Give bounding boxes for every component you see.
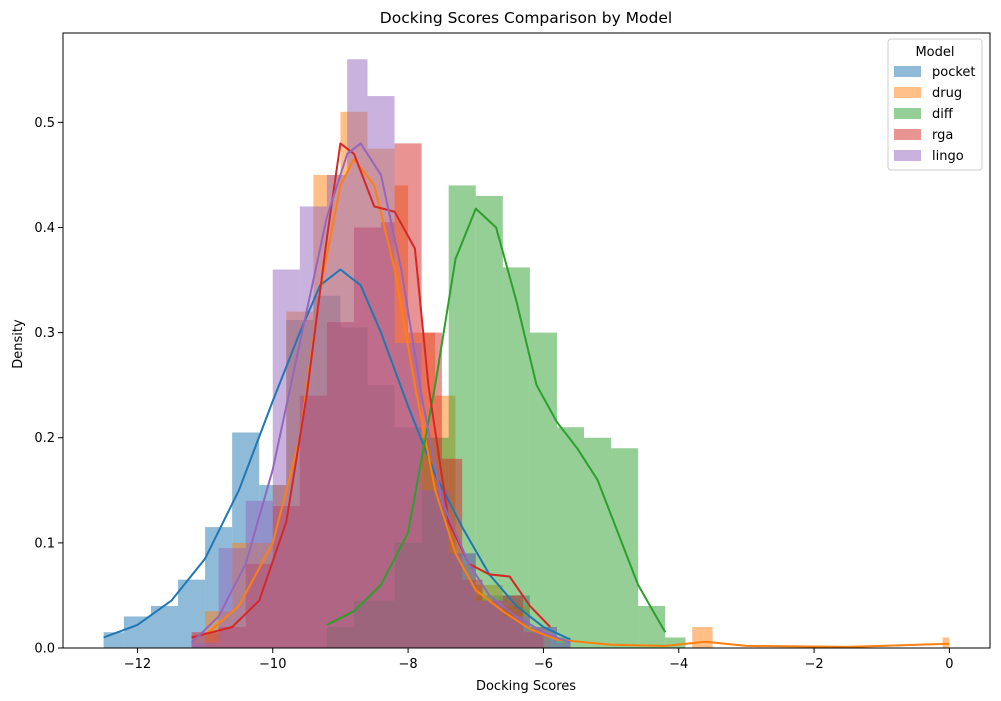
bar-drug-15 [942,637,950,648]
x-tick-label: −6 [534,657,553,672]
legend-swatch-drug [894,87,921,98]
bar-lingo-7 [367,96,395,649]
y-tick-label: 0.5 [34,116,55,131]
legend-label-drug: drug [932,86,962,101]
x-tick-label: −2 [804,657,823,672]
legend-label-diff: diff [932,107,954,122]
bar-diff-6 [502,267,530,648]
legend-swatch-pocket [894,66,921,77]
y-tick-label: 0.3 [34,326,55,341]
legend-label-lingo: lingo [932,149,964,164]
bar-diff-8 [556,427,585,648]
legend-swatch-lingo [894,150,921,161]
y-axis-label: Density [11,319,26,369]
y-tick-label: 0.4 [34,221,55,236]
y-tick-label: 0.1 [34,536,55,551]
legend-label-rga: rga [932,128,953,143]
x-tick-label: −8 [399,657,418,672]
bar-lingo-9 [421,490,449,648]
bar-diff-9 [584,437,612,648]
legend-title: Model [915,45,954,60]
bar-lingo-1 [218,548,246,648]
bar-lingo-8 [394,343,422,648]
legend-swatch-diff [894,108,921,119]
kde-line-rga [191,142,551,639]
kde-line-lingo [190,142,571,644]
x-axis-label: Docking Scores [476,679,576,694]
x-tick-label: −10 [259,657,286,672]
kde-line-pocket [103,268,571,641]
axes: −12 −10 −8 −6 −4 −2 0 0.0 0.1 0.2 0.3 0.4 0.5 [34,32,991,672]
bar-lingo-6 [347,59,368,649]
legend-label-pocket: pocket [932,65,976,80]
bar-lingo-0 [191,642,219,648]
legend-swatch-rga [894,129,921,140]
bar-lingo-5 [326,174,348,648]
y-tick-label: 0.0 [34,642,55,657]
x-tick-label: −4 [669,657,688,672]
x-tick-label: −12 [124,657,151,672]
y-tick-label: 0.2 [34,431,55,446]
bar-diff-11 [638,605,666,648]
bar-diff-7 [529,332,557,648]
bar-drug-14 [692,626,713,648]
kde-curves [103,142,950,648]
bar-pocket-1 [123,616,151,648]
bar-diff-12 [665,637,686,648]
kde-line-diff [326,207,667,633]
legend: Model pocket drug diff rga lingo [887,38,983,171]
bar-lingo-14 [556,642,571,648]
x-tick-label: 0 [945,657,953,672]
plot-frame [62,32,991,649]
chart-title: Docking Scores Comparison by Model [380,9,672,27]
